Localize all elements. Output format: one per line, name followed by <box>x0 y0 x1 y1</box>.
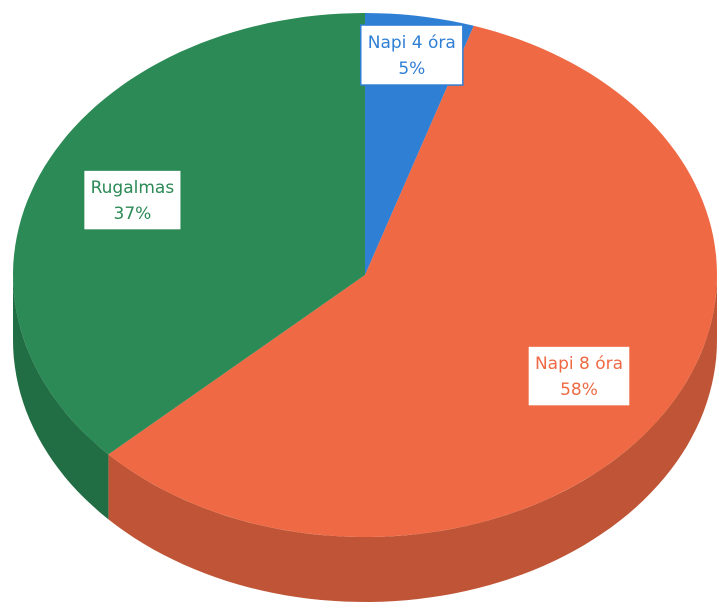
category-label: Napi 4 óra <box>368 33 456 53</box>
data-label: Napi 8 óra 58% <box>527 345 631 407</box>
slice <box>108 25 717 538</box>
category-label: Rugalmas <box>91 178 175 198</box>
slice-side <box>108 275 717 602</box>
slice-side <box>13 275 109 520</box>
data-label-box <box>360 24 464 86</box>
data-label-box <box>82 169 182 231</box>
value-label: 5% <box>398 59 425 79</box>
slice <box>13 13 365 455</box>
value-label: 58% <box>560 380 598 400</box>
value-label: 37% <box>114 204 152 224</box>
data-label: Napi 4 óra 5% <box>360 24 464 86</box>
category-label: Napi 8 óra <box>535 354 623 374</box>
data-label: Rugalmas 37% <box>82 169 182 231</box>
data-label-box <box>527 345 631 407</box>
